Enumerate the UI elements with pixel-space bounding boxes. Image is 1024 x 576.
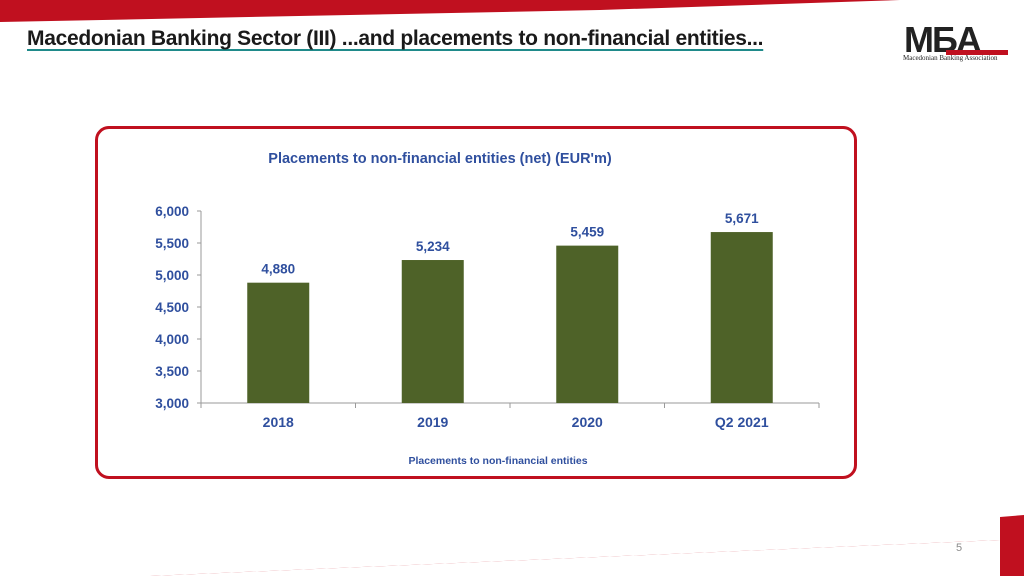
chart-labels: 4,880 2018 5,234 2019 5,459 2020 5,671 Q2 2021 <box>261 211 768 430</box>
x-tick-label: 2020 <box>572 414 603 430</box>
y-tick-label: 5,500 <box>155 236 189 251</box>
x-tick-label: 2019 <box>417 414 448 430</box>
x-tick-label: Q2 2021 <box>715 414 769 430</box>
data-label: 5,459 <box>570 225 604 240</box>
chart-title: Placements to non-financial entities (ne… <box>268 151 612 167</box>
bar-2018 <box>247 282 310 403</box>
mba-logo: MБA <box>904 19 1008 60</box>
y-tick-label: 5,000 <box>155 268 189 283</box>
top-red-band <box>0 0 900 22</box>
chart-legend: Placements to non-financial entities <box>408 455 587 467</box>
bottom-white-wedge <box>150 540 1000 576</box>
slide-title: Macedonian Banking Sector (III) ...and p… <box>27 27 764 50</box>
y-tick-label: 4,000 <box>155 332 189 347</box>
x-tick-label: 2018 <box>263 414 294 430</box>
data-label: 4,880 <box>261 262 295 277</box>
data-label: 5,671 <box>725 211 759 226</box>
bar-chart: Placements to non-financial entities (ne… <box>155 151 820 467</box>
y-tick-label: 3,500 <box>155 364 189 379</box>
page-number: 5 <box>956 542 963 554</box>
y-tick-label: 3,000 <box>155 396 189 411</box>
y-tick-label: 6,000 <box>155 204 189 219</box>
data-label: 5,234 <box>416 239 450 254</box>
bar-q2-2021 <box>710 232 773 403</box>
bar-2020 <box>556 245 619 403</box>
bar-2019 <box>401 260 464 403</box>
logo-caption: Macedonian Banking Association <box>903 54 998 62</box>
y-tick-label: 4,500 <box>155 300 189 315</box>
chart-bars <box>247 232 773 403</box>
